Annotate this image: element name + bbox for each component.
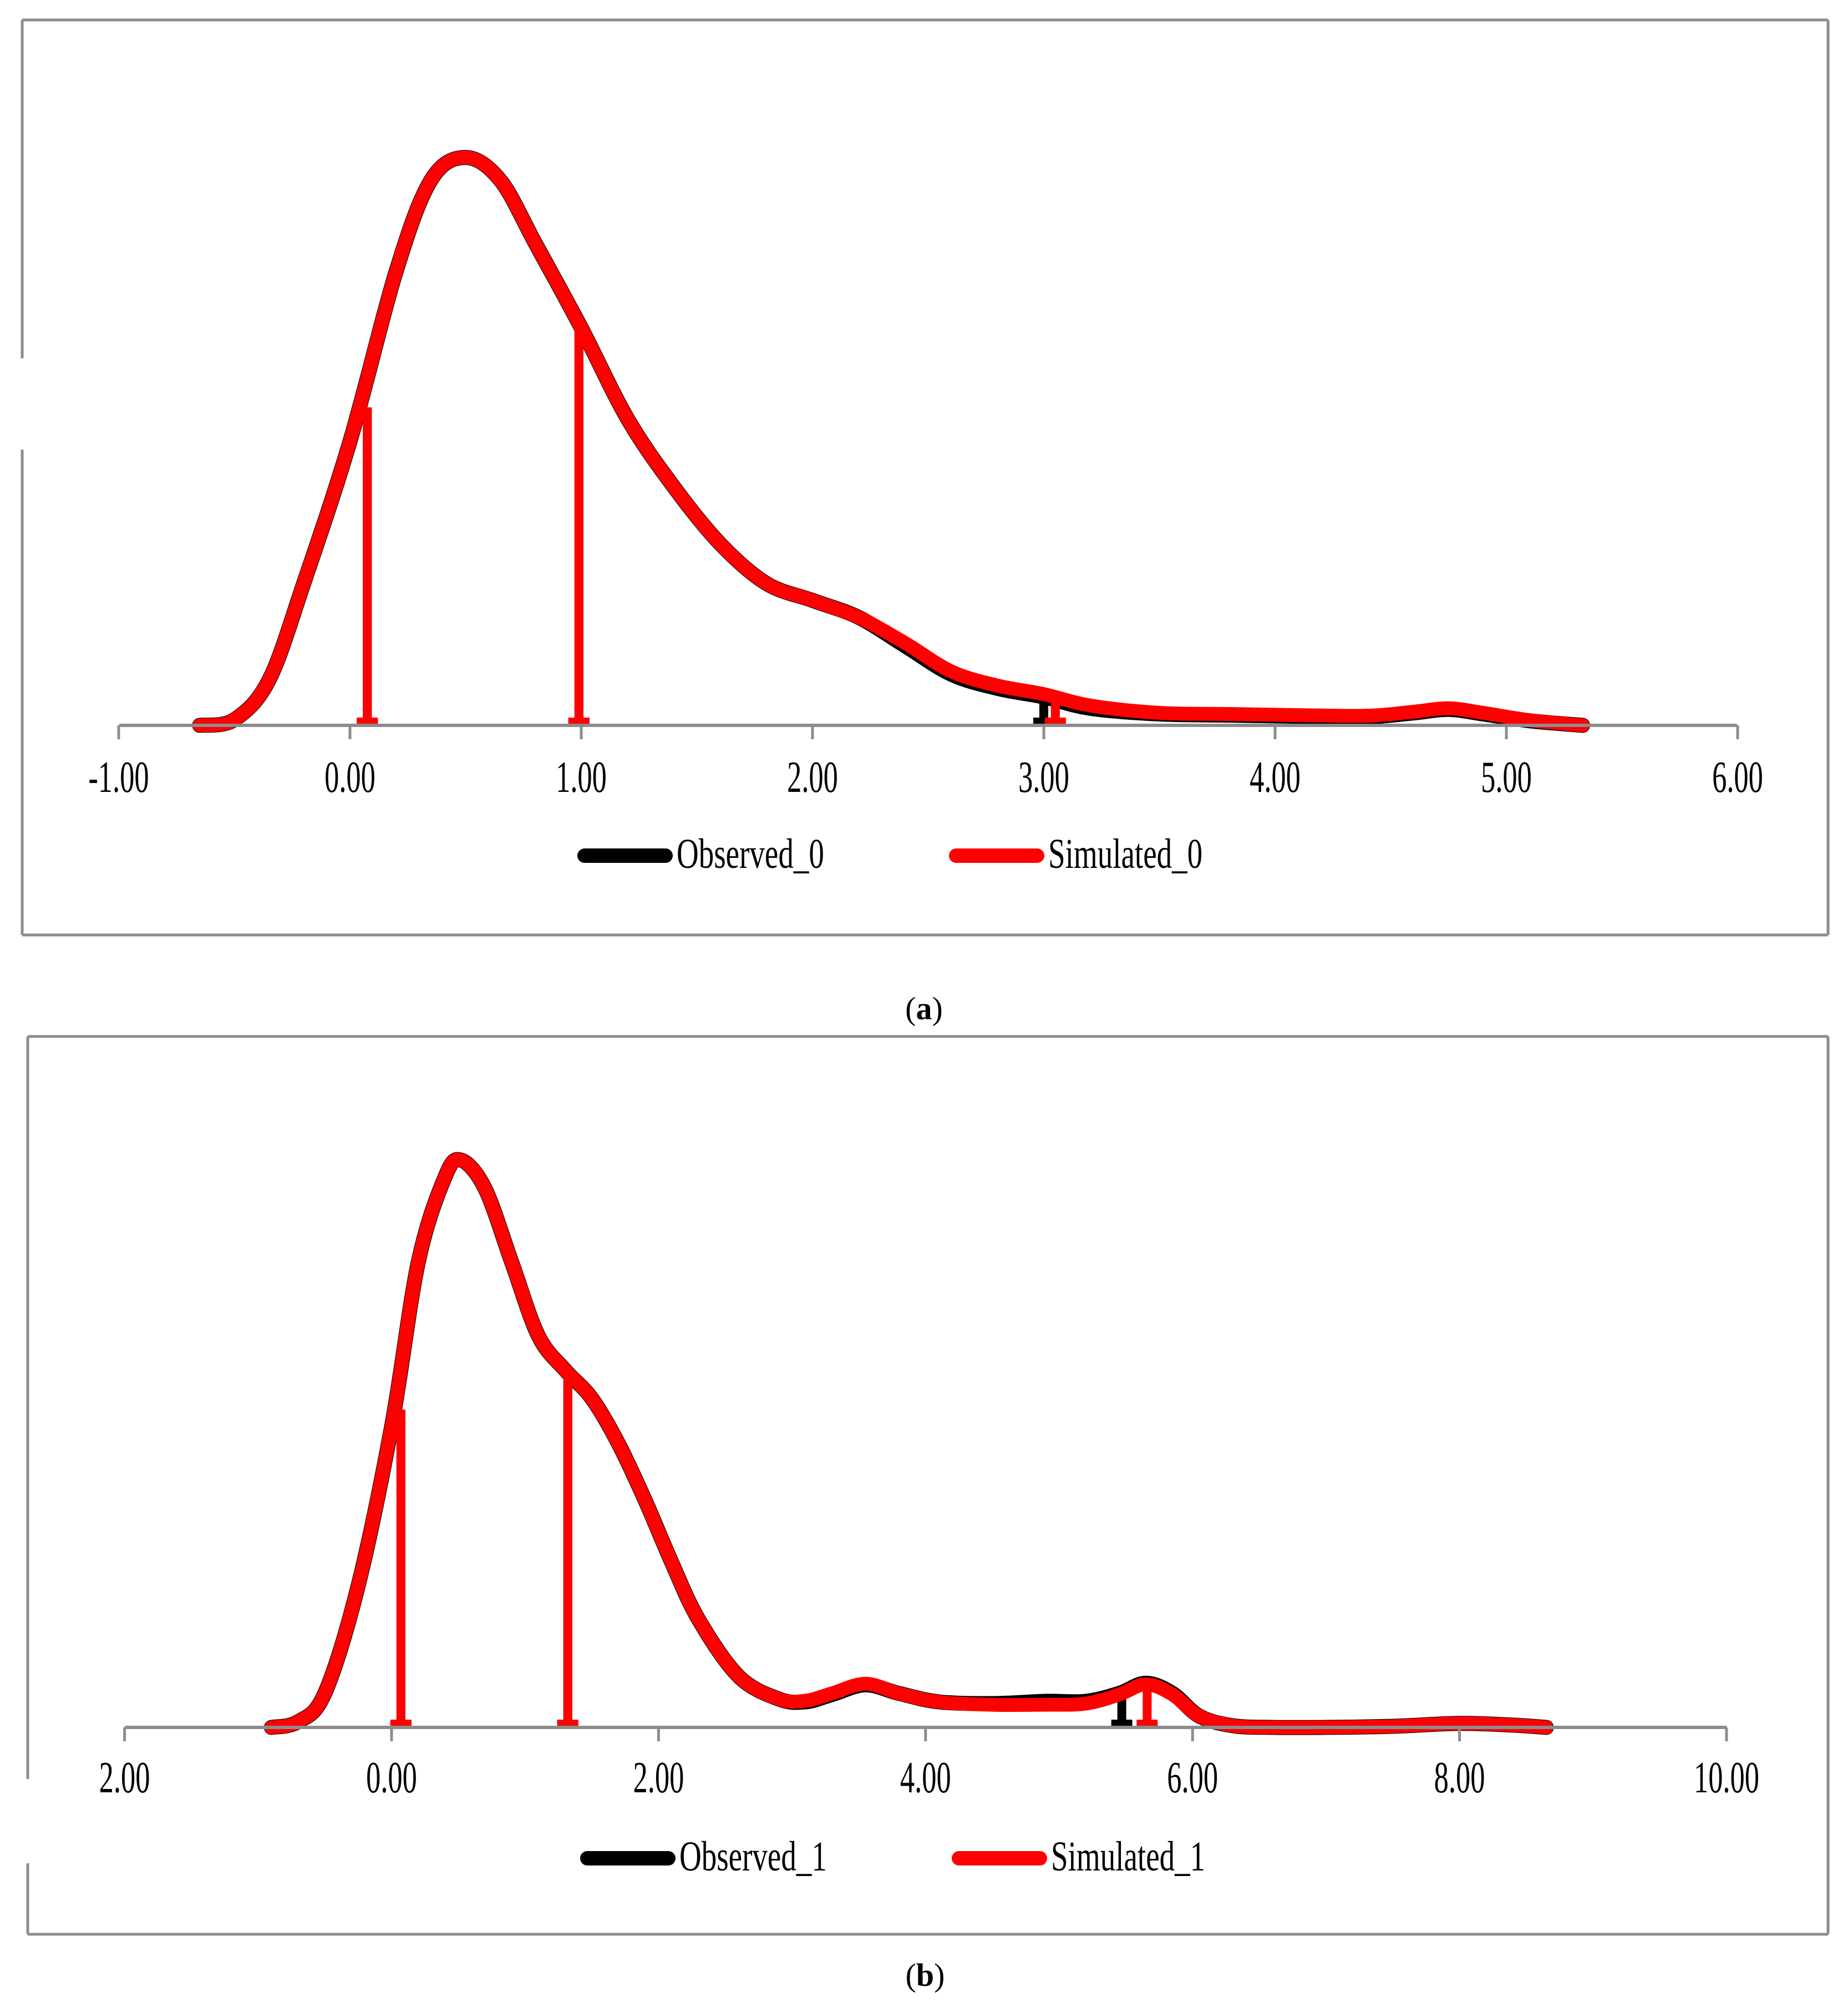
marker-foot: [557, 1720, 578, 1727]
series-simulated-1: [264, 1152, 1553, 1735]
marker-foot: [1044, 718, 1066, 725]
legend-a: Observed_0 Simulated_0: [577, 830, 1202, 877]
legend-label: Simulated_0: [1048, 830, 1202, 877]
caption-a-open: (: [905, 990, 916, 1026]
caption-b-letter: b: [916, 1957, 935, 1993]
caption-b: (b): [870, 1956, 981, 1994]
density-curve: [192, 150, 1590, 733]
legend-item-simulated-1: Simulated_1: [952, 1833, 1205, 1880]
legend-item-observed-1: Observed_1: [580, 1833, 827, 1880]
x-tick-label: 2.00: [633, 1753, 684, 1802]
legend-b: Observed_1 Simulated_1: [580, 1833, 1205, 1880]
x-tick-label: 0.00: [366, 1753, 417, 1802]
series-simulated-0: [192, 150, 1590, 733]
x-tick-label: 6.00: [1712, 753, 1763, 802]
x-tick-label: 4.00: [900, 1753, 951, 1802]
legend-label: Simulated_1: [1051, 1833, 1205, 1880]
x-tick-label: 1.00: [556, 753, 607, 802]
caption-a: (a): [869, 990, 979, 1027]
marker-foot: [568, 718, 590, 725]
plot-area-a: [192, 150, 1591, 733]
x-tick-label: 6.00: [1167, 1753, 1218, 1802]
x-tick-label: 2.00: [99, 1753, 150, 1802]
caption-a-close: ): [932, 990, 943, 1026]
caption-a-letter: a: [916, 990, 932, 1026]
x-tick-label: 5.00: [1481, 753, 1532, 802]
density-curve: [264, 1152, 1553, 1735]
legend-item-simulated-0: Simulated_0: [949, 830, 1202, 877]
panel-a-border: [21, 18, 1830, 937]
chart-panel-b: 2.00 0.00 2.00 4.00 6.00 8.00 10.00 Observed_1…: [26, 1035, 1830, 1936]
series-observed-1: [263, 1152, 1554, 1735]
caption-b-close: ): [934, 1957, 945, 1993]
panel-b-border: [26, 1035, 1830, 1936]
caption-b-open: (: [905, 1957, 916, 1993]
marker-foot: [1136, 1720, 1158, 1727]
x-tick-label: 8.00: [1434, 1753, 1485, 1802]
x-tick-label: -1.00: [88, 753, 149, 802]
chart-panel-a: -1.00 0.00 1.00 2.00 3.00 4.00 5.00 6.00 Observ…: [21, 18, 1830, 937]
x-tick-label: 2.00: [787, 753, 838, 802]
marker-foot: [357, 718, 378, 725]
marker-foot: [390, 1720, 412, 1727]
legend-item-observed-0: Observed_0: [577, 830, 824, 877]
x-axis-a: -1.00 0.00 1.00 2.00 3.00 4.00 5.00 6.00: [88, 724, 1763, 802]
x-tick-label: 3.00: [1018, 753, 1069, 802]
marker-foot: [1111, 1720, 1133, 1727]
legend-label: Observed_1: [679, 1833, 827, 1880]
x-tick-label: 0.00: [324, 753, 375, 802]
x-tick-label: 10.00: [1694, 1753, 1759, 1802]
x-axis-b: 2.00 0.00 2.00 4.00 6.00 8.00 10.00: [99, 1726, 1759, 1802]
density-curve: [263, 1152, 1554, 1735]
plot-area-b: [263, 1152, 1554, 1735]
x-tick-label: 4.00: [1250, 753, 1301, 802]
legend-label: Observed_0: [677, 830, 824, 877]
